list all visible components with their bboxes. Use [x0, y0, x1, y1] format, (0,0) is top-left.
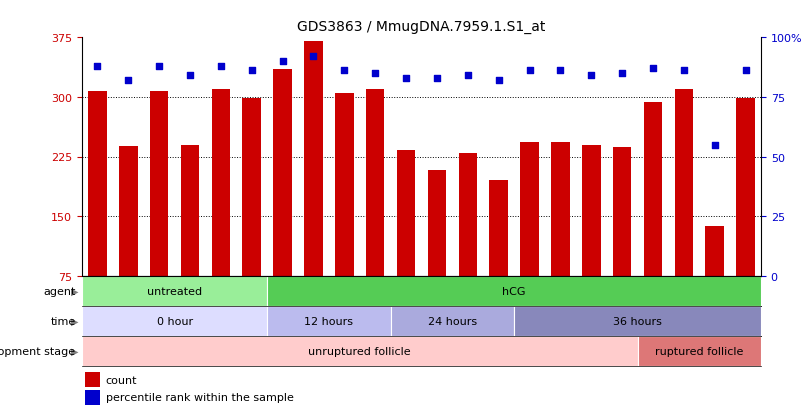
Point [91, 63, 104, 70]
Bar [489, 181, 508, 276]
Text: count: count [106, 375, 137, 385]
Text: 0 hour: 0 hour [156, 316, 193, 326]
Text: ▶: ▶ [70, 316, 78, 326]
Point [152, 63, 165, 70]
Bar [366, 90, 384, 276]
Text: untreated: untreated [147, 286, 202, 296]
Bar [675, 90, 693, 276]
Point [307, 54, 320, 60]
Point [338, 68, 351, 75]
Point [245, 68, 258, 75]
Text: percentile rank within the sample: percentile rank within the sample [106, 392, 293, 403]
Text: development stage: development stage [0, 346, 76, 356]
Point [461, 73, 474, 79]
Bar [119, 147, 138, 276]
Bar [520, 143, 538, 276]
Bar [428, 171, 447, 276]
Point [492, 78, 505, 84]
Text: 36 hours: 36 hours [613, 316, 662, 326]
Bar [88, 92, 106, 276]
Point [400, 75, 413, 82]
Bar [551, 143, 570, 276]
Point [585, 73, 598, 79]
Point [554, 68, 567, 75]
Text: ruptured follicle: ruptured follicle [655, 346, 743, 356]
Point [708, 142, 721, 149]
Bar [212, 90, 231, 276]
Bar [181, 145, 199, 276]
Bar [391, 306, 514, 336]
Point [184, 73, 197, 79]
Bar [85, 390, 100, 405]
Text: ▶: ▶ [70, 286, 78, 296]
Text: hCG: hCG [502, 286, 526, 296]
Point [214, 63, 227, 70]
Bar [267, 276, 761, 306]
Point [430, 75, 443, 82]
Bar [150, 92, 168, 276]
Point [739, 68, 752, 75]
Bar [85, 373, 100, 387]
Bar [613, 147, 631, 276]
Point [677, 68, 690, 75]
Point [646, 66, 659, 72]
Bar [644, 103, 663, 276]
Bar [705, 226, 724, 276]
Text: agent: agent [44, 286, 76, 296]
Point [122, 78, 135, 84]
Text: 12 hours: 12 hours [305, 316, 353, 326]
Text: 24 hours: 24 hours [428, 316, 477, 326]
Text: ▶: ▶ [70, 346, 78, 356]
Text: unruptured follicle: unruptured follicle [309, 346, 411, 356]
Bar [514, 306, 761, 336]
Point [523, 68, 536, 75]
Text: time: time [50, 316, 76, 326]
Bar [638, 336, 761, 366]
Bar [304, 42, 322, 276]
Bar [737, 99, 755, 276]
Bar [82, 306, 267, 336]
Bar [582, 145, 600, 276]
Bar [243, 99, 261, 276]
Bar [82, 276, 267, 306]
Point [276, 59, 289, 65]
Bar [273, 70, 292, 276]
Bar [335, 93, 354, 276]
Point [616, 70, 629, 77]
Title: GDS3863 / MmugDNA.7959.1.S1_at: GDS3863 / MmugDNA.7959.1.S1_at [297, 20, 546, 34]
Bar [82, 336, 638, 366]
Bar [267, 306, 391, 336]
Point [369, 70, 382, 77]
Bar [459, 153, 477, 276]
Bar [397, 151, 415, 276]
